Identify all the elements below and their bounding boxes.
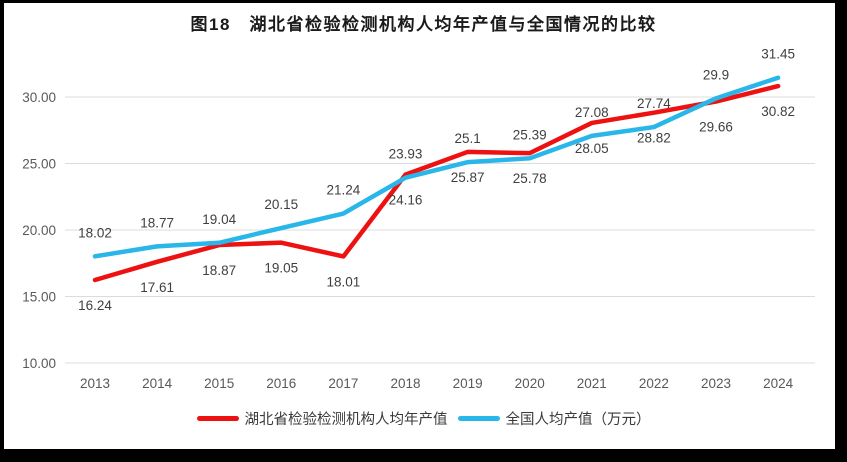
data-label: 16.24 [78, 298, 112, 313]
data-label: 18.02 [78, 225, 112, 240]
x-axis-tick-label: 2017 [328, 376, 358, 391]
data-label: 25.1 [454, 131, 480, 146]
data-label: 25.87 [451, 170, 485, 185]
y-axis-tick-label: 15.00 [22, 290, 56, 305]
data-label: 19.04 [202, 212, 236, 227]
data-label: 24.16 [389, 193, 423, 208]
legend-item-national: 全国人均产值（万元） [457, 408, 651, 429]
x-axis-tick-label: 2022 [639, 376, 669, 391]
data-label: 19.05 [264, 261, 298, 276]
chart-title: 图18 湖北省检验检测机构人均年产值与全国情况的比较 [190, 15, 657, 34]
data-label: 18.77 [140, 215, 174, 230]
data-label: 25.39 [513, 127, 547, 142]
x-axis-tick-label: 2019 [453, 376, 483, 391]
data-label: 20.15 [264, 197, 298, 212]
x-axis-tick-label: 2024 [763, 376, 794, 391]
data-label: 30.82 [761, 104, 795, 119]
data-label: 25.78 [513, 171, 547, 186]
data-label: 27.74 [637, 96, 671, 111]
y-axis-tick-label: 30.00 [22, 90, 56, 105]
data-label: 28.82 [637, 131, 671, 146]
national-series-line-icon [457, 416, 500, 421]
series-line-0 [92, 83, 781, 283]
legend-item-hubei: 湖北省检验检测机构人均年产值 [196, 408, 448, 429]
x-axis-tick-label: 2015 [204, 376, 234, 391]
data-label: 29.9 [703, 67, 729, 82]
series-line-1 [92, 75, 781, 259]
data-label: 23.93 [389, 147, 423, 162]
x-axis-tick-label: 2018 [390, 376, 420, 391]
y-axis-tick-label: 20.00 [22, 223, 56, 238]
x-axis-tick-label: 2021 [577, 376, 607, 391]
data-label: 17.61 [140, 280, 174, 295]
x-axis-tick-label: 2016 [266, 376, 296, 391]
x-axis-tick-label: 2023 [701, 376, 731, 391]
data-label: 29.66 [699, 120, 733, 135]
data-label: 21.24 [327, 183, 361, 198]
hubei-series-line-icon [196, 416, 239, 421]
x-axis-tick-label: 2020 [515, 376, 545, 391]
y-axis-tick-label: 10.00 [22, 356, 56, 371]
chart-panel [4, 3, 835, 449]
data-label: 28.05 [575, 141, 609, 156]
data-label: 31.45 [761, 47, 795, 62]
data-label: 27.08 [575, 105, 609, 120]
x-axis-tick-label: 2014 [142, 376, 173, 391]
y-axis-tick-label: 25.00 [22, 157, 56, 172]
data-label: 18.01 [327, 274, 361, 289]
chart-legend: 湖北省检验检测机构人均年产值 全国人均产值（万元） [0, 408, 847, 429]
x-axis-tick-label: 2013 [80, 376, 110, 391]
data-label: 18.87 [202, 263, 236, 278]
legend-label-national: 全国人均产值（万元） [505, 412, 651, 428]
legend-label-hubei: 湖北省检验检测机构人均年产值 [244, 412, 448, 428]
